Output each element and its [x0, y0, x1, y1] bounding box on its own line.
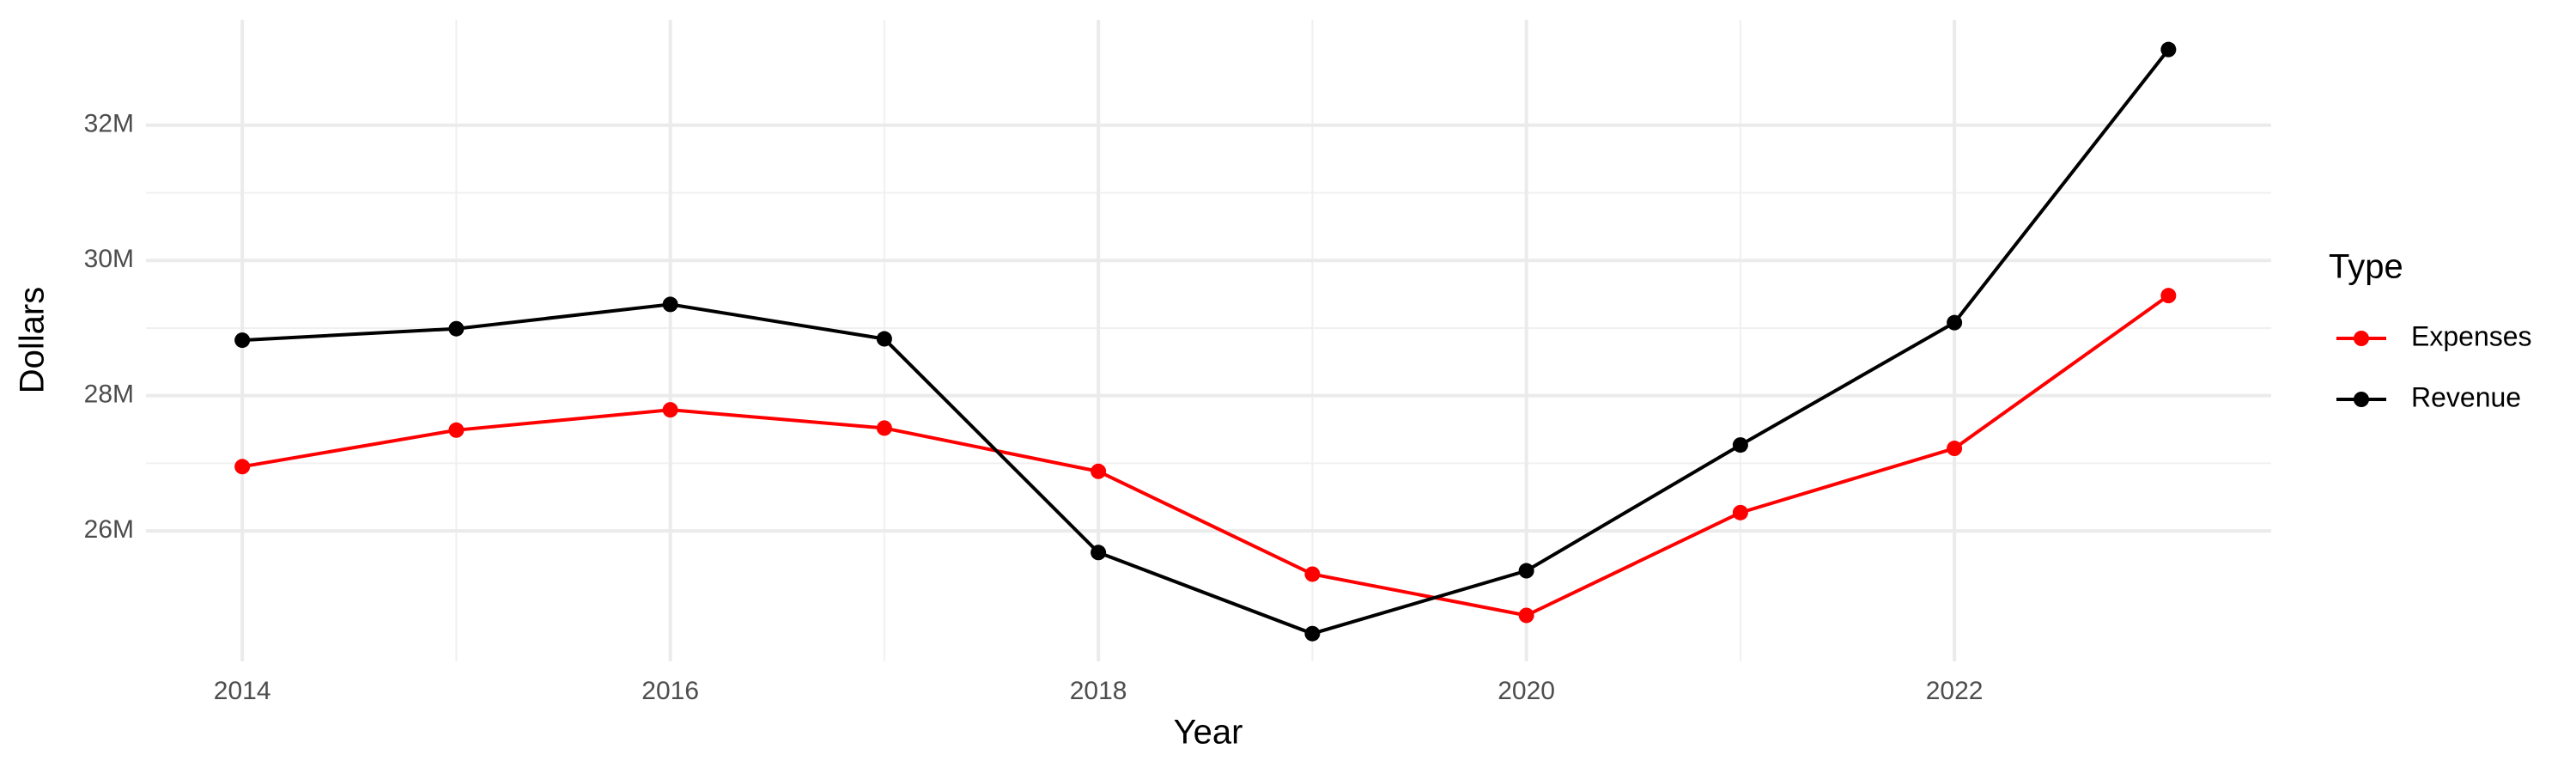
series-line	[241, 294, 2170, 618]
legend-label: Revenue	[2411, 381, 2521, 412]
y-tick-label: 26M	[84, 515, 134, 544]
x-tick-label: 2020	[1498, 677, 1555, 705]
x-axis-title: Year	[1174, 714, 1243, 752]
data-point	[2160, 41, 2177, 58]
legend-title: Type	[2329, 248, 2403, 286]
data-point	[1091, 463, 1107, 479]
data-point	[662, 402, 678, 418]
data-point	[1304, 625, 1321, 642]
data-point	[448, 320, 465, 337]
x-tick-label: 2022	[1926, 677, 1984, 705]
data-point	[1304, 566, 1321, 582]
data-point	[234, 459, 251, 475]
x-tick-label: 2014	[214, 677, 271, 705]
y-tick-label: 30M	[84, 245, 134, 273]
series-line	[242, 48, 2170, 636]
data-point	[876, 331, 892, 347]
data-point	[876, 420, 892, 436]
data-point	[234, 332, 251, 349]
legend-marker	[2354, 392, 2369, 407]
data-point	[662, 296, 678, 313]
data-point	[448, 422, 465, 438]
data-point	[1091, 545, 1107, 561]
data-point	[1732, 504, 1748, 520]
data-point	[1518, 563, 1534, 579]
x-tick-label: 2018	[1070, 677, 1127, 705]
legend-label: Expenses	[2411, 320, 2532, 351]
data-point	[1518, 607, 1534, 624]
legend-marker	[2354, 331, 2369, 346]
data-point	[1947, 441, 1963, 457]
x-tick-label: 2016	[641, 677, 699, 705]
data-point	[2160, 288, 2177, 304]
data-point	[1732, 437, 1748, 453]
y-tick-label: 32M	[84, 110, 134, 138]
y-axis-title: Dollars	[14, 287, 52, 393]
y-tick-label: 28M	[84, 380, 134, 409]
data-point	[1947, 314, 1963, 331]
